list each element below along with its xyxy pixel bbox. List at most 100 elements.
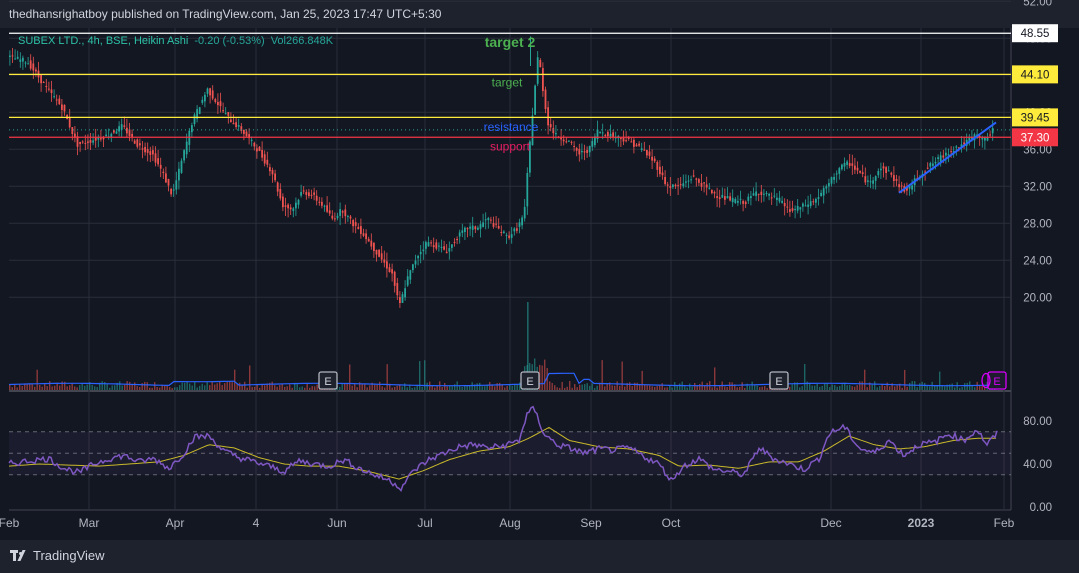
candle-body xyxy=(638,143,640,146)
candle-body xyxy=(552,128,555,134)
volume-bar xyxy=(581,384,583,390)
time-axis-label: Mar xyxy=(79,516,100,530)
earnings-marker[interactable]: E xyxy=(987,371,1007,390)
volume-bar xyxy=(666,387,668,390)
volume-bar xyxy=(649,385,651,390)
volume-bar xyxy=(171,387,173,390)
volume-bar xyxy=(19,383,21,390)
volume-bar xyxy=(91,384,93,390)
volume-bar xyxy=(539,364,541,390)
earnings-marker[interactable]: E xyxy=(769,371,789,390)
candle-body xyxy=(115,131,118,134)
candle-body xyxy=(934,161,937,164)
top-bar xyxy=(0,0,1079,28)
volume-bar xyxy=(176,387,178,390)
candle-body xyxy=(357,226,360,230)
volume-bar xyxy=(856,385,858,390)
candle-body xyxy=(276,182,279,192)
volume-bar xyxy=(189,383,191,390)
candle-body xyxy=(531,115,534,146)
candle-body xyxy=(737,201,739,203)
price-level-tag xyxy=(1012,24,1058,43)
candle-body xyxy=(19,59,22,62)
volume-bar xyxy=(864,369,866,390)
volume-bar xyxy=(221,385,223,390)
candle-body xyxy=(635,144,638,147)
tradingview-logo[interactable]: TradingView xyxy=(10,548,105,563)
volume-bar xyxy=(119,381,121,390)
candle-body xyxy=(172,189,175,191)
chart-canvas[interactable]: FebMarApr4JunJulAugSepOctDec2023Feb56.00… xyxy=(0,0,1079,540)
volume-bar xyxy=(684,386,686,390)
volume-bar xyxy=(166,385,168,390)
candle-body xyxy=(479,224,482,229)
candle-body xyxy=(196,109,198,119)
volume-bar xyxy=(894,386,896,390)
earnings-marker-label: E xyxy=(775,376,782,388)
candle-body xyxy=(700,182,703,187)
volume-bar xyxy=(404,383,406,390)
volume-bar xyxy=(806,381,808,390)
candle-body xyxy=(81,141,84,143)
earnings-marker[interactable]: E xyxy=(520,371,540,390)
candle-body xyxy=(378,249,380,257)
candle-body xyxy=(544,89,547,110)
volume-bar xyxy=(704,385,706,390)
volume-bar xyxy=(731,382,733,390)
candle-body xyxy=(640,148,643,151)
volume-bar xyxy=(724,386,726,390)
candle-body xyxy=(731,197,734,203)
volume-bar xyxy=(614,385,616,390)
volume-bar xyxy=(594,387,596,390)
volume-bar xyxy=(651,386,653,390)
volume-bar xyxy=(444,383,446,390)
volume-bar xyxy=(616,381,618,390)
rsi-ma-line xyxy=(8,426,996,480)
candle-body xyxy=(765,193,768,195)
price-level-value: 44.10 xyxy=(1021,69,1050,81)
earnings-marker[interactable]: E xyxy=(318,371,338,390)
candle-body xyxy=(159,164,162,169)
candle-body xyxy=(906,186,908,191)
candle-body xyxy=(118,126,120,132)
candle-body xyxy=(419,251,422,255)
volume-bar xyxy=(829,387,831,390)
candle-body xyxy=(549,124,552,128)
candle-body xyxy=(464,227,466,232)
volume-ma-line xyxy=(8,372,995,387)
candle-body xyxy=(672,184,674,187)
volume-bar xyxy=(116,382,118,390)
candle-body xyxy=(50,89,53,94)
candle-body xyxy=(929,163,932,167)
volume-label: Vol xyxy=(270,35,286,47)
candle-body xyxy=(713,192,716,194)
volume-bar xyxy=(69,385,71,390)
volume-bar xyxy=(509,384,511,390)
candle-body xyxy=(955,146,958,148)
candle-body xyxy=(960,144,963,148)
volume-bar xyxy=(411,387,413,390)
symbol-legend[interactable]: SUBEX LTD., 4h, BSE, Heikin Ashi -0.20 (… xyxy=(18,35,333,47)
candle-body xyxy=(53,96,55,98)
candle-body xyxy=(175,180,178,190)
volume-bar xyxy=(549,381,551,390)
volume-bar xyxy=(951,383,953,390)
volume-bar xyxy=(471,382,473,390)
price-axis-label: 32.00 xyxy=(1023,181,1052,193)
candle-body xyxy=(542,68,544,92)
candle-body xyxy=(968,137,971,141)
volume-bar xyxy=(209,385,211,390)
volume-bar xyxy=(174,387,176,390)
volume-bar xyxy=(624,386,626,390)
candle-body xyxy=(703,182,705,184)
candle-body xyxy=(742,201,744,204)
symbol-label[interactable]: SUBEX LTD., 4h, BSE, Heikin Ashi xyxy=(18,35,189,47)
candle-body xyxy=(477,227,479,230)
volume-bar xyxy=(659,385,661,390)
candle-body xyxy=(128,129,131,137)
candle-body xyxy=(388,267,391,272)
volume-bar xyxy=(199,385,201,390)
candle-body xyxy=(154,153,157,163)
volume-bar xyxy=(741,382,743,390)
volume-bar xyxy=(514,384,516,390)
